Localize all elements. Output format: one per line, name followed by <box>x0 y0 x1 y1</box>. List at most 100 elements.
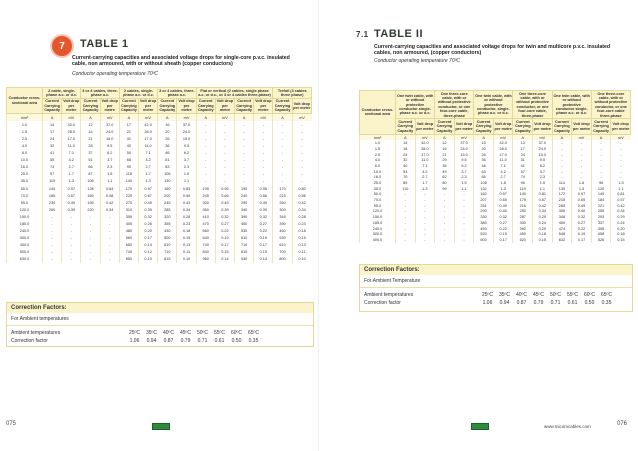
data-row: 300.0- - - -520 0.19 450 0.18 548 0.19 458 0.18 <box>359 231 631 238</box>
value-cell: 0.65 <box>571 197 592 203</box>
value-cell: - <box>272 170 293 178</box>
value-cell: 560 <box>195 227 216 235</box>
value-cell: - <box>395 202 416 209</box>
value-cell: 57 <box>512 168 533 175</box>
value-cell: 0.49 <box>61 199 81 207</box>
area-cell: 95.0 <box>359 202 396 209</box>
data-row: 95.0- - - -251 0.49 216 0.42 265 0.49 221 0.42 <box>359 202 631 209</box>
unit-cell: A <box>234 113 254 122</box>
value-cell: 130 <box>157 177 177 185</box>
value-cell: - <box>610 174 631 181</box>
value-cell: 0.27 <box>214 220 235 228</box>
value-cell: - <box>453 191 474 198</box>
value-cell: 0.65 <box>492 197 513 203</box>
value-cell: 740 <box>195 241 216 249</box>
value-cell: 2.3 <box>176 163 197 171</box>
column-header: Current Carrying Capacity <box>473 118 494 135</box>
value-cell: - <box>195 170 216 178</box>
value-cell: 31 <box>512 157 533 164</box>
value-cell: - <box>291 156 312 164</box>
value-cell: - <box>41 227 62 235</box>
value-cell: 0.42 <box>99 199 120 207</box>
value-cell: 66 <box>80 163 101 171</box>
column-header: Volt drop per metre <box>610 118 631 135</box>
area-cell: 16.0 <box>6 163 43 171</box>
value-cell: 1.3 <box>138 177 158 185</box>
value-cell: 1.3 <box>571 185 592 192</box>
factor: 1.06 <box>129 338 140 344</box>
value-cell: 0.14 <box>138 241 158 249</box>
value-cell: - <box>571 146 592 152</box>
value-cell: 530 <box>272 234 293 242</box>
value-cell: - <box>414 219 435 226</box>
value-cell: - <box>414 237 435 243</box>
value-cell: 9.5 <box>453 157 474 164</box>
unit-cell: mm² <box>359 134 396 141</box>
data-row: 2.5 24 17.0 21 15.0 31 17.0 26 15.0- - - - - - <box>6 135 312 143</box>
unit-cell: mV <box>214 113 235 122</box>
left-page: 7 TABLE 1 Current-carrying capacities an… <box>6 34 314 430</box>
value-cell: 17.0 <box>492 151 513 158</box>
value-cell: 195 <box>80 199 101 207</box>
value-cell: 1.5 <box>610 180 631 186</box>
subheader-row: Current Carrying Capacity Volt drop per m… <box>7 97 313 115</box>
value-cell: - <box>610 146 631 152</box>
value-cell: - <box>99 241 120 249</box>
value-cell: 0.34 <box>176 206 197 214</box>
value-cell: 0.19 <box>492 231 513 238</box>
value-cell: 1.1 <box>453 185 474 192</box>
value-cell: 0.83 <box>176 184 197 193</box>
row-label: Ambient temperatures <box>364 292 414 298</box>
value-cell: 0.17 <box>253 241 273 249</box>
value-cell: 0.15 <box>253 248 273 256</box>
data-row: 1.5 17 28.0 14 24.0 21 28.0 20 24.0- - - - - - <box>6 128 312 136</box>
value-cell: - <box>41 234 62 242</box>
value-cell: 480 <box>118 227 139 235</box>
value-cell: 89 <box>395 180 416 186</box>
column-header: Volt drop per metre <box>532 118 553 135</box>
value-cell: - <box>453 208 474 215</box>
value-cell: 1.5 <box>532 180 553 186</box>
value-cell: 0.49 <box>492 202 513 209</box>
value-cell: 0.27 <box>571 219 592 226</box>
value-cell: - <box>195 149 216 157</box>
value-cell: 0.42 <box>291 199 312 207</box>
unit-cell: mV <box>99 113 120 122</box>
value-cell: 17 <box>118 121 139 129</box>
value-cell: 61 <box>157 156 177 164</box>
value-cell: - <box>434 237 455 243</box>
temperature: 55ºC <box>567 292 578 298</box>
value-cell: 0.20 <box>610 225 631 232</box>
value-cell: 3.7 <box>453 168 474 175</box>
value-cell: - <box>571 151 592 158</box>
value-cell: - <box>80 241 101 249</box>
column-header: Volt drop per metre <box>492 118 514 135</box>
value-cell: - <box>395 191 416 198</box>
value-cell: 815 <box>157 255 177 263</box>
value-cell: 1.1 <box>176 177 197 185</box>
page-number: 075 <box>6 421 17 427</box>
value-cell: - <box>41 220 62 228</box>
value-cell: - <box>41 241 62 249</box>
value-cell: - <box>395 214 416 220</box>
area-cell: 400.0 <box>6 241 43 249</box>
value-cell: - <box>80 255 101 263</box>
value-cell: - <box>551 163 572 169</box>
value-cell: - <box>41 255 62 263</box>
value-cell: 40 <box>118 142 139 150</box>
column-header: Current Carrying Capacity <box>234 97 255 115</box>
value-cell: - <box>272 128 293 136</box>
value-cell: - <box>590 151 611 158</box>
area-cell: 185.0 <box>359 219 396 226</box>
value-cell: - <box>195 177 216 185</box>
value-cell: 116 <box>118 170 139 178</box>
value-cell: 70 <box>395 174 416 181</box>
unit-cell: A <box>41 113 62 122</box>
value-cell: - <box>253 142 273 150</box>
value-cell: 520 <box>473 231 494 238</box>
value-cell: 4.2 <box>492 168 513 175</box>
value-cell: - <box>214 128 235 136</box>
value-cell: - <box>610 163 631 169</box>
value-cell: 108 <box>473 180 494 186</box>
